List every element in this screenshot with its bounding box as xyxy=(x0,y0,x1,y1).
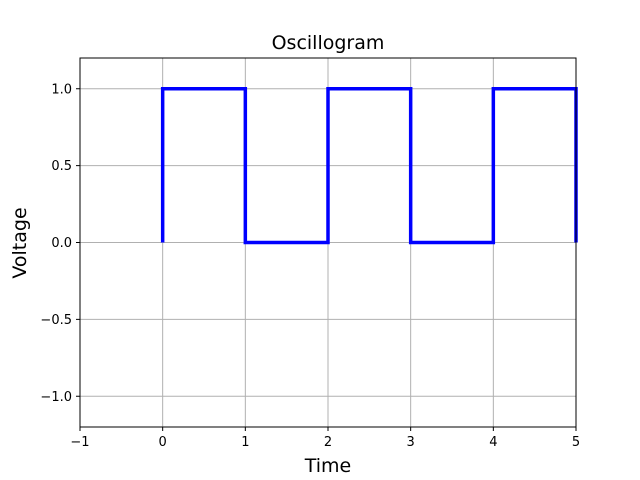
x-tick-label: −1 xyxy=(70,435,89,450)
chart-title: Oscillogram xyxy=(272,32,385,54)
y-tick-label: −0.5 xyxy=(40,313,72,328)
square-wave-line xyxy=(160,87,578,245)
y-tick-label: 1.0 xyxy=(51,82,72,97)
x-tick-label: 4 xyxy=(489,435,497,450)
y-tick-label: −1.0 xyxy=(40,390,72,405)
x-axis-label: Time xyxy=(304,455,352,477)
y-tick-label: 0.5 xyxy=(51,159,72,174)
y-axis-label: Voltage xyxy=(9,207,31,278)
series-layer xyxy=(160,87,578,245)
ticks: −1 0 1 2 3 4 5 −1.0 −0.5 0.0 0.5 1.0 xyxy=(40,82,580,450)
y-tick-label: 0.0 xyxy=(51,236,72,251)
x-tick-label: 2 xyxy=(324,435,332,450)
x-tick-label: 5 xyxy=(572,435,580,450)
x-tick-label: 0 xyxy=(159,435,167,450)
x-tick-label: 3 xyxy=(407,435,415,450)
x-tick-label: 1 xyxy=(241,435,249,450)
